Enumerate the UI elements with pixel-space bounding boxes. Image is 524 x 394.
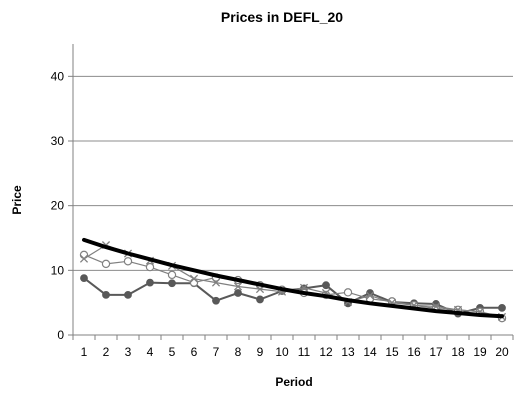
- x-tick-label: 17: [429, 345, 443, 359]
- y-tick-label: 0: [57, 328, 64, 342]
- y-tick-label: 20: [51, 199, 65, 213]
- point-x-marker: [79, 254, 89, 263]
- point-x-marker: [211, 278, 221, 287]
- x-tick-label: 18: [451, 345, 465, 359]
- x-tick-label: 19: [473, 345, 487, 359]
- point-filled-circle: [168, 279, 176, 288]
- point-filled-circle: [124, 291, 132, 299]
- point-filled-circle: [102, 291, 110, 299]
- point-filled-circle: [498, 303, 506, 312]
- point-open-circle: [145, 262, 155, 272]
- point-filled-circle: [212, 296, 220, 305]
- x-tick-label: 13: [341, 345, 355, 359]
- x-tick-label: 7: [213, 345, 220, 359]
- x-tick-label: 4: [147, 345, 154, 359]
- x-tick-label: 2: [103, 345, 110, 359]
- y-tick-label: 40: [51, 69, 65, 83]
- x-tick-label: 6: [191, 345, 198, 359]
- series-group: [79, 237, 507, 323]
- x-tick-label: 11: [298, 345, 311, 359]
- point-filled-circle: [322, 281, 330, 290]
- point-filled-circle: [80, 274, 88, 282]
- point-open-circle: [189, 278, 199, 287]
- series-line-line-thick: [82, 237, 504, 319]
- point-filled-circle: [234, 289, 242, 297]
- x-tick-label: 9: [257, 345, 264, 359]
- point-open-circle: [123, 257, 133, 266]
- point-filled-circle: [256, 295, 264, 304]
- point-open-circle: [343, 288, 353, 297]
- x-tick-label: 1: [81, 345, 88, 359]
- point-x-marker: [233, 282, 243, 291]
- point-x-marker: [299, 283, 309, 292]
- x-tick-label: 10: [275, 345, 289, 359]
- y-axis-title: Price: [10, 185, 24, 215]
- x-tick-label: 5: [169, 345, 176, 359]
- point-x-marker: [365, 291, 375, 300]
- point-filled-circle: [146, 278, 154, 287]
- x-tick-label: 3: [125, 345, 132, 359]
- x-tick-label: 15: [385, 345, 399, 359]
- point-open-circle: [167, 270, 177, 280]
- y-tick-label: 30: [51, 134, 65, 148]
- point-open-circle: [101, 259, 111, 269]
- x-tick-label: 20: [495, 345, 509, 359]
- x-tick-label: 8: [235, 345, 242, 359]
- gridlines: [73, 75, 513, 271]
- x-tick-label: 12: [319, 345, 333, 359]
- x-axis-title: Period: [275, 375, 312, 389]
- x-tick-label: 14: [363, 345, 377, 359]
- chart-title: Prices in DEFL_20: [221, 9, 343, 25]
- y-tick-label: 10: [51, 263, 65, 277]
- point-x-marker: [189, 274, 199, 283]
- x-tick-label: 16: [407, 345, 421, 359]
